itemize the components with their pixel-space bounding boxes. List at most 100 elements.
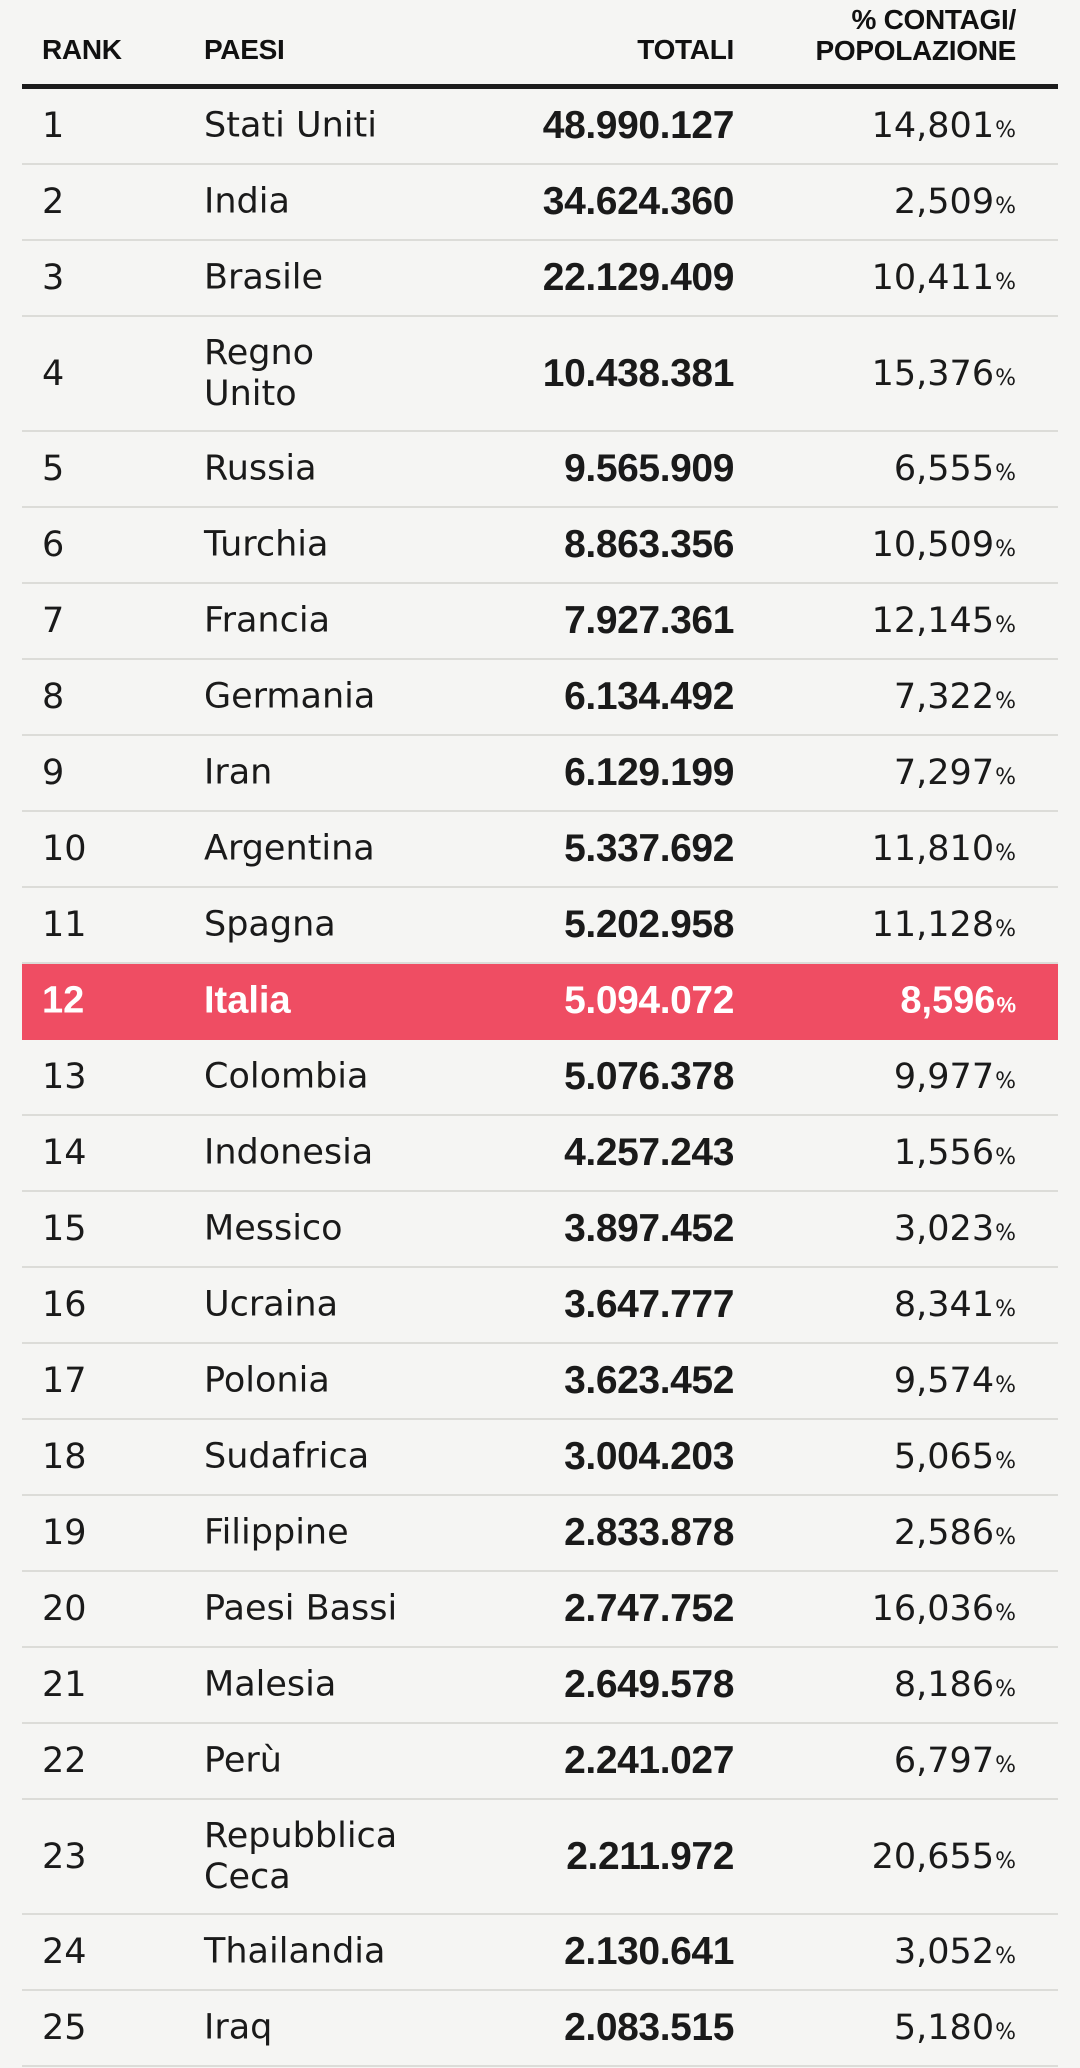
percent-value: 3,023 (893, 1209, 995, 1249)
country-cell: Spagna (204, 904, 336, 945)
table-row: 5 Russia 9.565.909 6,555% (22, 432, 1058, 508)
percent-symbol: % (995, 1373, 1016, 1398)
percent-symbol: % (995, 1297, 1016, 1322)
percent-cell: 15,376% (872, 354, 1016, 394)
percent-value: 2,586 (893, 1513, 995, 1553)
table-row: 1 Stati Uniti 48.990.127 14,801% (22, 89, 1058, 165)
percent-cell: 2,509% (894, 182, 1016, 222)
percent-symbol: % (995, 365, 1016, 391)
table-row: 23 Repubblica Ceca 2.211.972 20,655% (22, 1800, 1058, 1915)
rank-cell: 24 (42, 1932, 87, 1972)
percent-value: 15,376 (871, 353, 995, 394)
header-percent-line2: POPOLAZIONE (815, 35, 1017, 66)
percent-cell: 8,186% (894, 1665, 1016, 1705)
percent-value: 6,555 (893, 449, 995, 489)
country-cell: Polonia (204, 1360, 330, 1401)
rank-cell: 21 (42, 1665, 87, 1705)
total-cell: 9.565.909 (564, 447, 734, 490)
total-cell: 2.241.027 (564, 1739, 734, 1782)
country-cell: Malesia (204, 1664, 337, 1705)
rank-cell: 11 (42, 905, 87, 945)
country-cell: Ucraina (204, 1284, 339, 1325)
percent-symbol: % (995, 1449, 1016, 1474)
percent-symbol: % (995, 537, 1016, 562)
percent-cell: 11,810% (872, 829, 1016, 869)
rank-cell: 18 (42, 1437, 87, 1477)
total-cell: 3.897.452 (564, 1207, 734, 1250)
percent-value: 11,810 (871, 829, 995, 869)
table-row: 17 Polonia 3.623.452 9,574% (22, 1344, 1058, 1420)
percent-symbol: % (995, 613, 1016, 638)
country-cell: Paesi Bassi (204, 1588, 398, 1629)
table-row: 25 Iraq 2.083.515 5,180% (22, 1991, 1058, 2067)
percent-value: 9,977 (893, 1057, 995, 1097)
total-cell: 22.129.409 (542, 256, 735, 299)
rank-cell: 7 (42, 601, 65, 641)
percent-value: 10,411 (871, 258, 995, 298)
percent-value: 6,797 (893, 1741, 995, 1781)
header-country: PAESI (204, 34, 285, 65)
percent-symbol: % (995, 1944, 1016, 1969)
rank-cell: 25 (42, 2008, 87, 2048)
total-cell: 2.833.878 (564, 1511, 734, 1554)
percent-cell: 12,145% (872, 601, 1016, 641)
percent-cell: 7,322% (894, 677, 1016, 717)
rank-cell: 22 (42, 1741, 87, 1781)
country-cell: Iraq (204, 2007, 273, 2048)
percent-cell: 8,596% (900, 980, 1016, 1023)
total-cell: 4.257.243 (564, 1131, 734, 1174)
rank-cell: 1 (42, 106, 65, 146)
total-cell: 3.623.452 (564, 1359, 734, 1402)
country-cell: Germania (204, 676, 376, 717)
rank-cell: 15 (42, 1209, 87, 1249)
table-row: 22 Perù 2.241.027 6,797% (22, 1724, 1058, 1800)
percent-symbol: % (995, 765, 1016, 790)
header-percent: % CONTAGI/ POPOLAZIONE (816, 4, 1017, 66)
rank-cell: 2 (42, 182, 65, 222)
country-cell: Sudafrica (204, 1436, 370, 1477)
percent-symbol: % (995, 1601, 1016, 1626)
country-cell: Repubblica Ceca (204, 1815, 398, 1897)
percent-value: 14,801 (871, 106, 995, 146)
header-percent-line1: % CONTAGI/ (851, 4, 1017, 35)
country-cell: Stati Uniti (204, 105, 377, 146)
rank-cell: 8 (42, 677, 65, 717)
table-header: RANK PAESI TOTALI % CONTAGI/ POPOLAZIONE (22, 0, 1058, 89)
table-row: 19 Filippine 2.833.878 2,586% (22, 1496, 1058, 1572)
percent-value: 5,065 (893, 1437, 995, 1477)
total-cell: 2.649.578 (564, 1663, 734, 1706)
rank-cell: 17 (42, 1361, 87, 1401)
percent-value: 8,186 (893, 1665, 995, 1705)
rank-cell: 12 (42, 979, 85, 1022)
total-cell: 3.004.203 (564, 1435, 734, 1478)
rank-cell: 16 (42, 1285, 87, 1325)
rank-cell: 6 (42, 525, 65, 565)
percent-cell: 3,052% (894, 1932, 1016, 1972)
percent-cell: 20,655% (872, 1837, 1016, 1877)
percent-cell: 16,036% (872, 1589, 1016, 1629)
percent-symbol: % (995, 1221, 1016, 1246)
total-cell: 2.083.515 (564, 2006, 734, 2049)
country-cell: Regno Unito (204, 332, 315, 414)
country-cell: India (204, 181, 290, 222)
percent-symbol: % (995, 841, 1016, 866)
percent-value: 8,596 (900, 979, 996, 1022)
percent-cell: 11,128% (872, 905, 1016, 945)
percent-value: 7,322 (893, 677, 995, 717)
percent-symbol: % (995, 917, 1016, 942)
percent-value: 10,509 (871, 525, 995, 565)
header-total: TOTALI (637, 34, 734, 65)
percent-cell: 7,297% (894, 753, 1016, 793)
header-rank: RANK (42, 34, 122, 65)
table-row: 2 India 34.624.360 2,509% (22, 165, 1058, 241)
table-body: 1 Stati Uniti 48.990.127 14,801% 2 India 34.62… (22, 89, 1058, 2067)
percent-value: 16,036 (871, 1589, 995, 1629)
total-cell: 5.337.692 (564, 827, 734, 870)
percent-cell: 1,556% (894, 1133, 1016, 1173)
total-cell: 5.076.378 (564, 1055, 734, 1098)
rank-cell: 20 (42, 1589, 87, 1629)
percent-cell: 8,341% (894, 1285, 1016, 1325)
percent-cell: 9,574% (894, 1361, 1016, 1401)
percent-symbol: % (995, 1753, 1016, 1778)
total-cell: 2.747.752 (564, 1587, 734, 1630)
